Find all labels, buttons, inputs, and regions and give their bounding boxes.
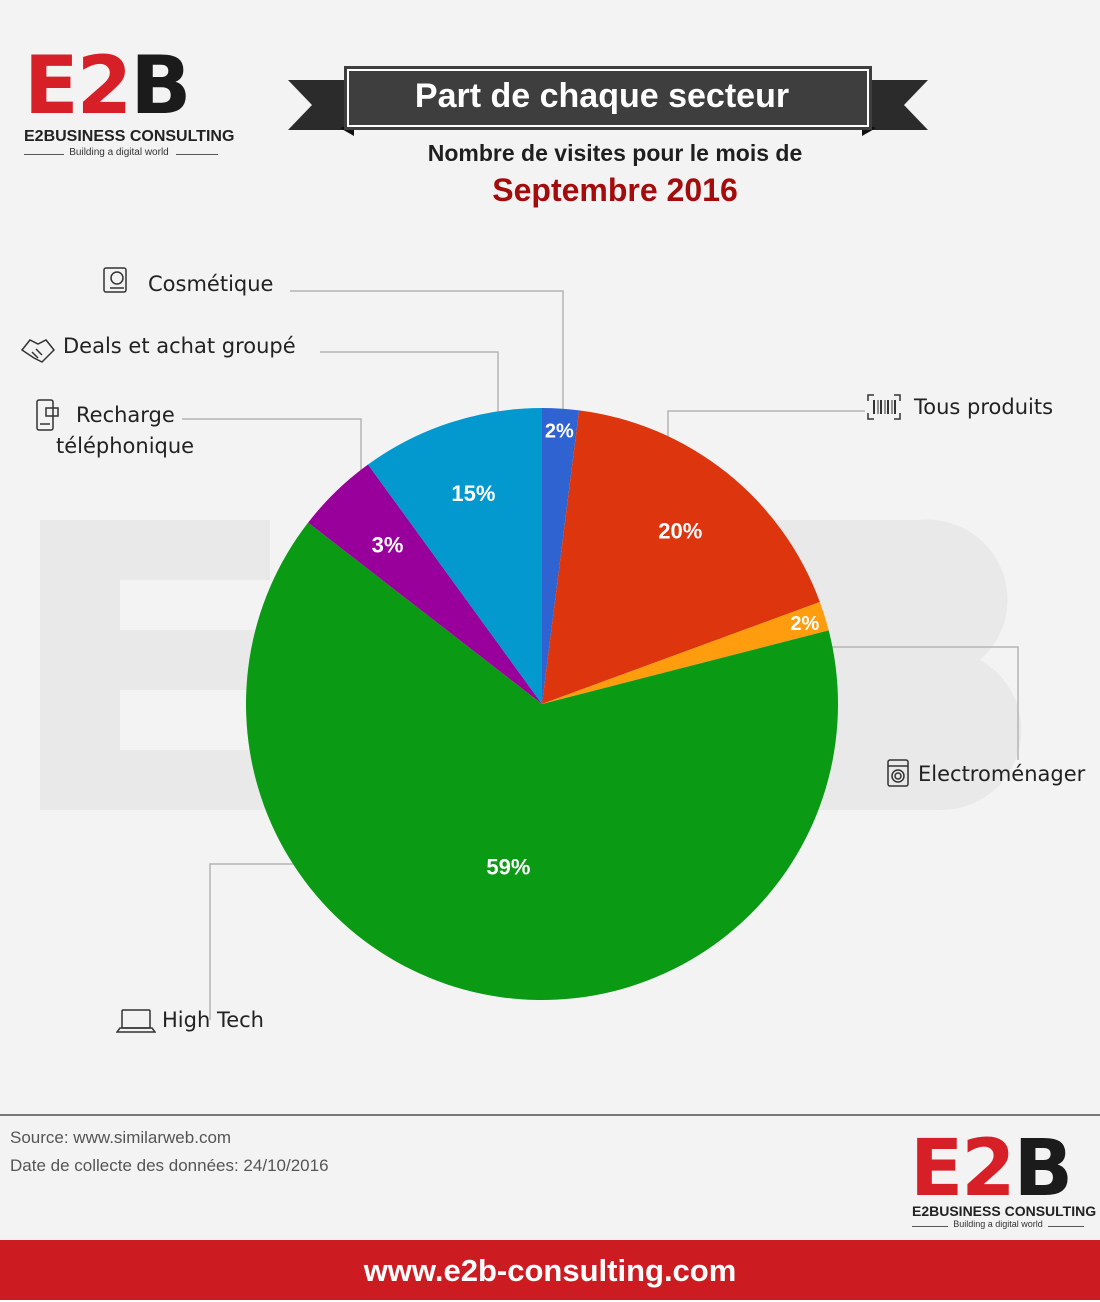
- title-ribbon: [288, 66, 928, 136]
- logo-bottom-line-right: [1048, 1226, 1084, 1227]
- pie-slice-2: [542, 601, 829, 704]
- leader-line-cosmetique: [290, 290, 564, 432]
- label-deals: Deals et achat groupé: [63, 334, 296, 358]
- collect-date-text: Date de collecte des données: 24/10/2016: [10, 1156, 329, 1175]
- leader-line-recharge: [182, 418, 362, 478]
- label-recharge-line1: Recharge: [76, 403, 175, 427]
- chart-period: Septembre 2016: [492, 172, 738, 208]
- label-high-tech: High Tech: [162, 1008, 264, 1032]
- handshake-icon: [20, 339, 56, 363]
- website-link[interactable]: www.e2b-consulting.com: [363, 1253, 737, 1288]
- pie-slice-0: [542, 408, 580, 704]
- logo-bottom-letter-b: B: [1013, 1124, 1073, 1214]
- laptop-icon: [116, 1009, 156, 1033]
- chart-subtitle: Nombre de visites pour le mois de: [427, 140, 803, 166]
- leader-line-electromenager: [812, 646, 1019, 760]
- pie-slice-1: [542, 410, 820, 704]
- logo-bottom-line-left: [912, 1226, 948, 1227]
- logo-company-bottom: E2BUSINESS CONSULTING: [912, 1203, 1097, 1219]
- logo-letter-2: 2: [76, 39, 133, 132]
- logo-letter-e: E: [24, 39, 79, 132]
- source-text: Source: www.similarweb.com: [10, 1128, 232, 1147]
- pie-slice-4: [308, 464, 542, 704]
- slice-label-3: 59%: [486, 854, 530, 879]
- label-cosmetique: Cosmétique: [148, 272, 274, 296]
- logo-tagline-bottom: Building a digital world: [953, 1219, 1043, 1229]
- label-tous-produits: Tous produits: [914, 395, 1054, 419]
- logo-bottom: E2B: [910, 1130, 1073, 1208]
- logo-bottom-letter-2: 2: [961, 1124, 1015, 1214]
- slice-label-1: 20%: [658, 518, 702, 543]
- phone-icon: [36, 399, 59, 431]
- label-recharge-line2: téléphonique: [56, 434, 195, 458]
- slice-label-2: 2%: [790, 613, 819, 635]
- logo-company-top: E2BUSINESS CONSULTING: [24, 128, 235, 145]
- logo-letter-b: B: [130, 39, 191, 132]
- logo-line-left: [24, 154, 64, 155]
- footer-divider: [0, 1114, 1100, 1116]
- logo-top: E2B: [24, 46, 191, 126]
- washing-machine-icon: [887, 759, 909, 787]
- chart-title: Part de chaque secteur: [414, 77, 790, 115]
- logo-line-right: [176, 154, 218, 155]
- slice-label-0: 2%: [545, 420, 574, 442]
- mirror-icon: [103, 267, 127, 293]
- slice-label-5: 15%: [451, 481, 495, 506]
- logo-tagline-top: Building a digital world: [69, 147, 169, 158]
- label-electromenager: Electroménager: [918, 762, 1086, 786]
- logo-bottom-letter-e: E: [910, 1124, 963, 1214]
- pie-slice-3: [245, 522, 839, 1001]
- pie-slice-5: [368, 408, 542, 704]
- slice-label-4: 3%: [372, 533, 404, 558]
- barcode-icon: [867, 394, 901, 420]
- footer-bar: [0, 1240, 1100, 1300]
